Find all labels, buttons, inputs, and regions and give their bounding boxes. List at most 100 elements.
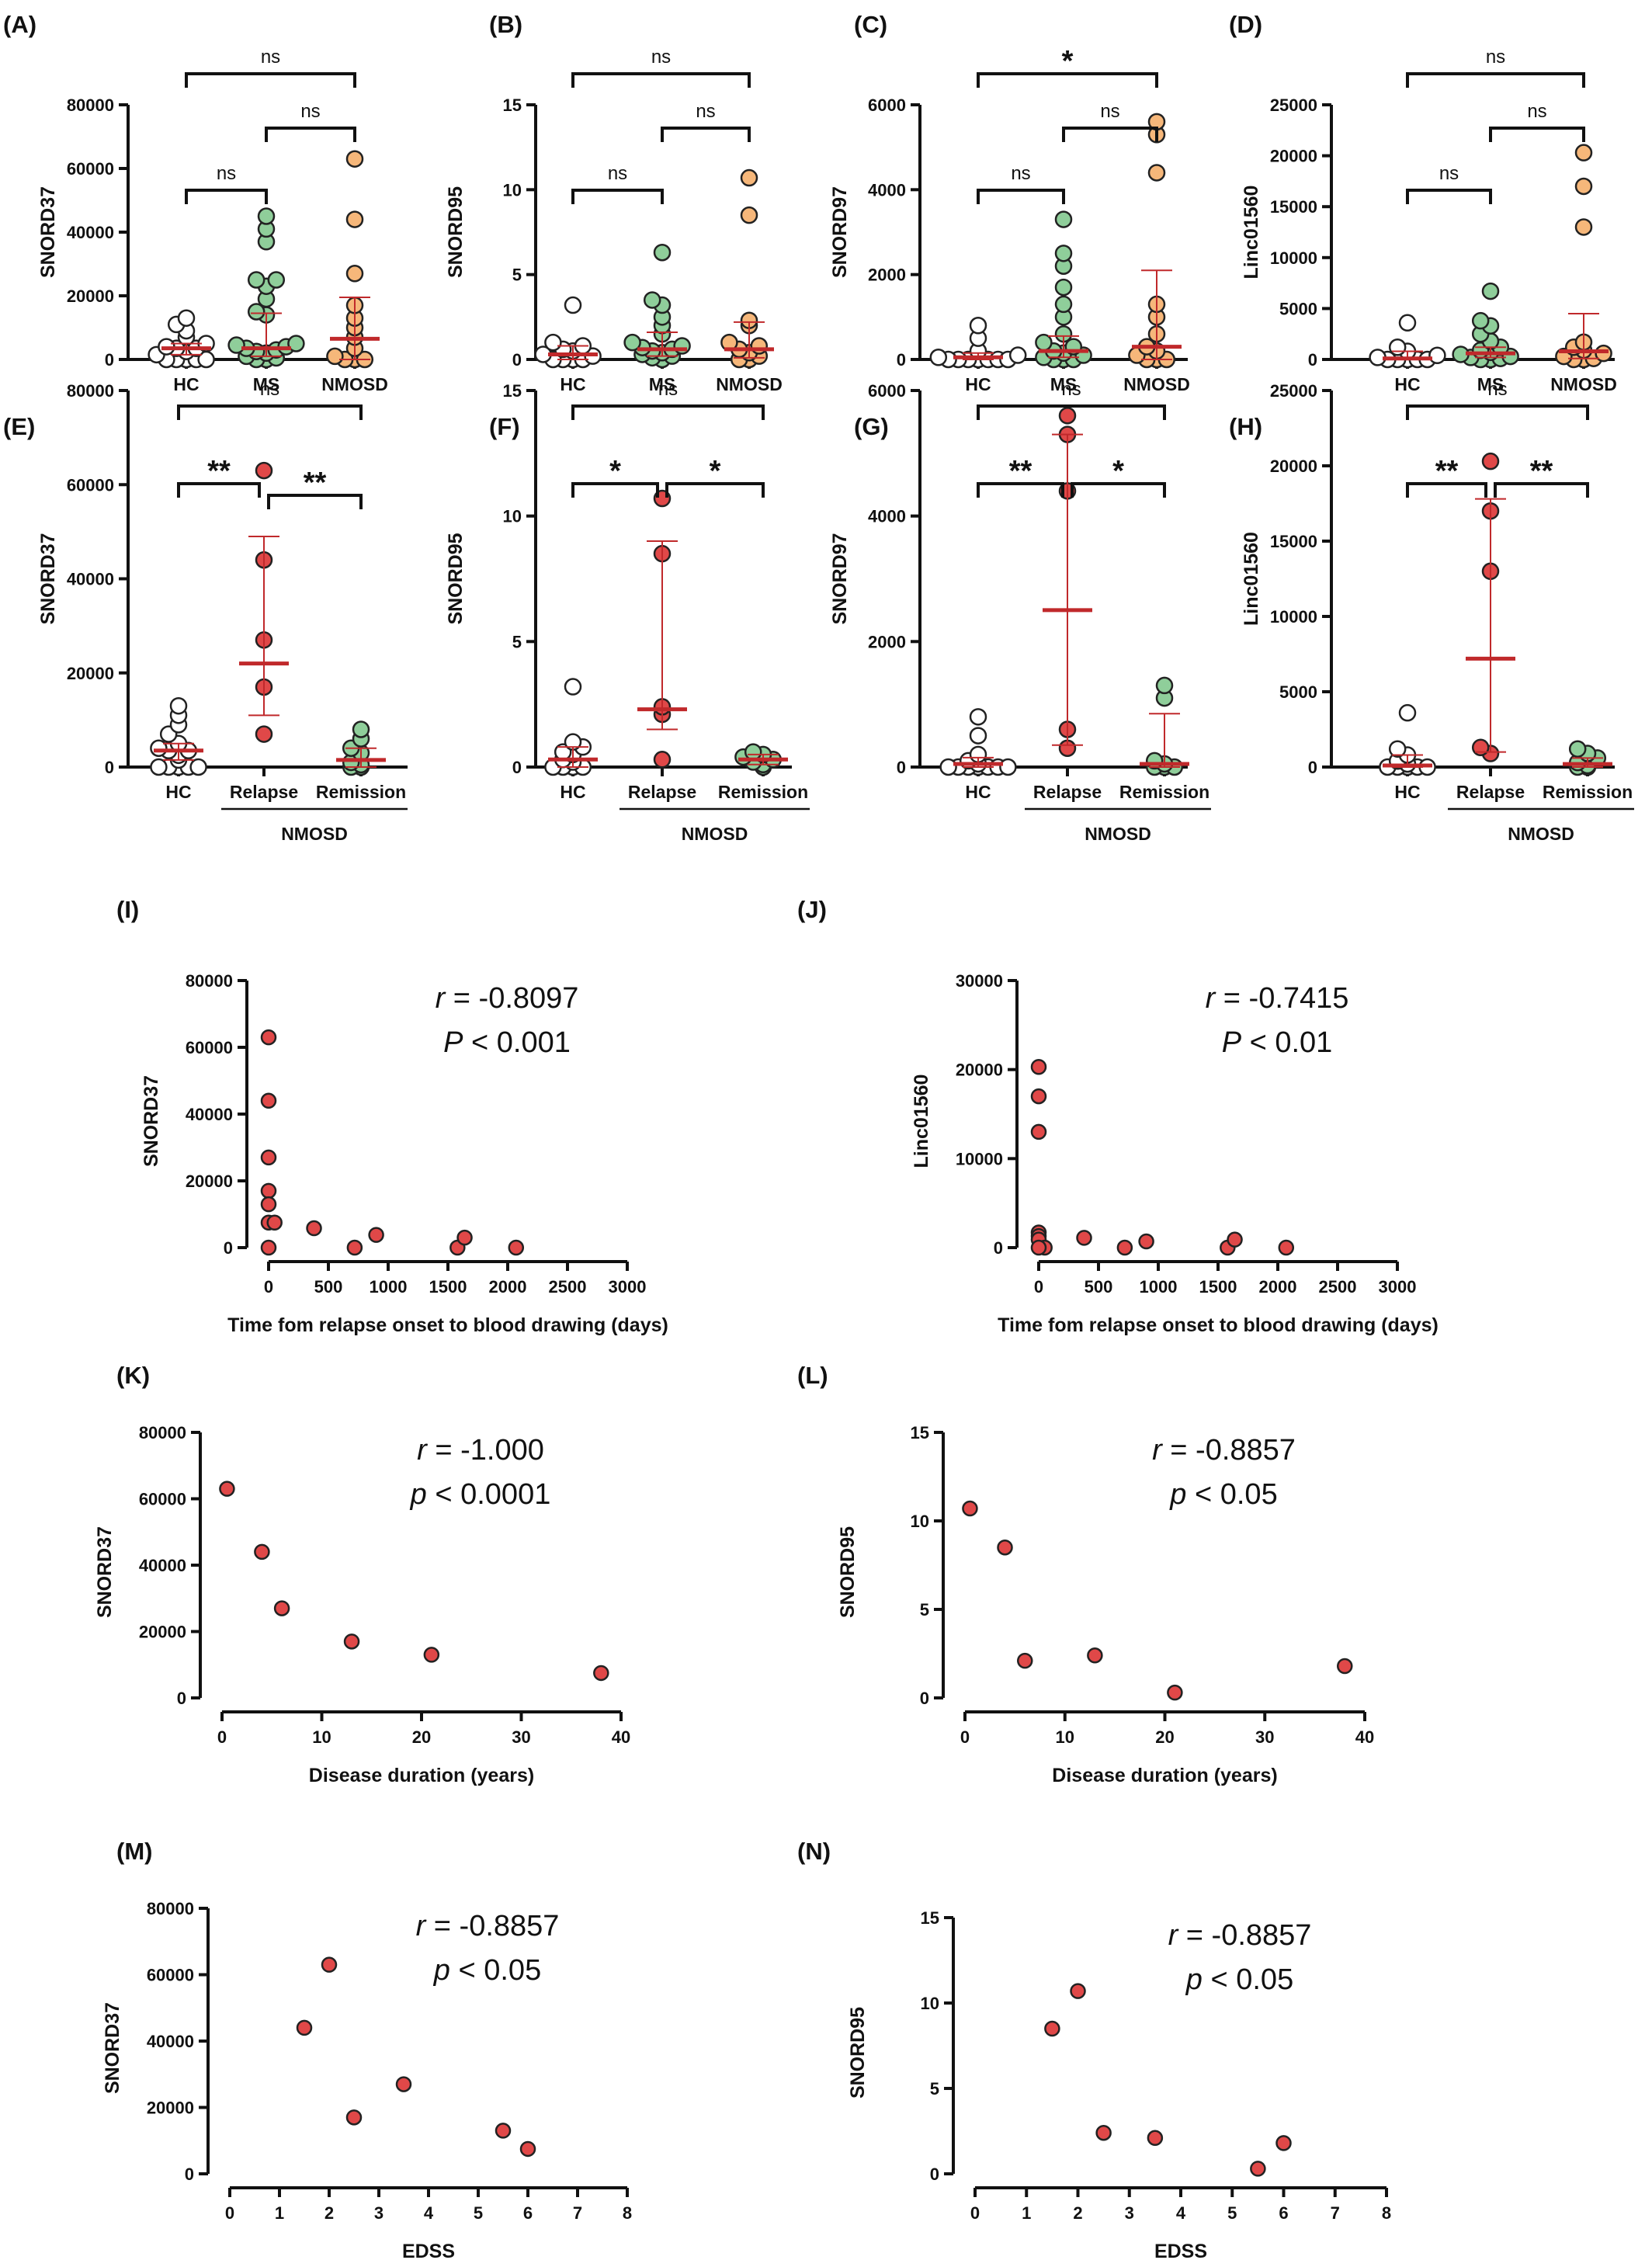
- data-point: [744, 743, 762, 761]
- x-tick-label: 3: [374, 2203, 384, 2223]
- panel-label: (A): [3, 11, 36, 38]
- correlation-r-symbol: r: [1152, 1434, 1163, 1467]
- x-tick-label: 7: [573, 2203, 582, 2223]
- data-point: [368, 1227, 384, 1243]
- correlation-p-value: < 0.05: [1203, 1963, 1293, 1996]
- x-tick-label: Relapse: [628, 782, 696, 802]
- data-point: [346, 1239, 363, 1256]
- x-tick-label: 40: [1355, 1727, 1374, 1747]
- group-label: NMOSD: [1085, 824, 1151, 844]
- x-tick-label: 0: [217, 1727, 227, 1747]
- y-axis-label: SNORD97: [829, 186, 851, 278]
- correlation-p: p < 0.05: [1169, 1478, 1277, 1511]
- x-tick-label: 10: [1056, 1727, 1074, 1747]
- correlation-p-symbol: P: [443, 1026, 463, 1059]
- panel-label: (I): [116, 896, 139, 923]
- data-point: [508, 1239, 525, 1256]
- x-tick-label: 2000: [489, 1277, 527, 1297]
- data-point: [1337, 1658, 1353, 1675]
- y-tick-label: 2000: [868, 632, 906, 651]
- data-point: [1076, 1230, 1092, 1246]
- data-point: [1147, 164, 1166, 182]
- panel-f: (F) 0 5 10 15 SNORD95 HC Relapse Remission NMOSD *…: [445, 379, 810, 844]
- significance-label: **: [1530, 455, 1553, 488]
- data-point: [1070, 1983, 1086, 1999]
- significance-bracket: [185, 72, 356, 88]
- y-tick-label: 6000: [868, 381, 906, 401]
- correlation-r: r = -0.8097: [436, 982, 579, 1015]
- data-point: [1481, 452, 1500, 470]
- data-point: [962, 1500, 978, 1517]
- y-axis-label: Linc01560: [911, 1074, 932, 1168]
- x-tick-label: HC: [560, 374, 585, 394]
- data-point: [1388, 740, 1407, 758]
- x-tick-label: NMOSD: [321, 374, 388, 394]
- significance-bracket: [1062, 127, 1158, 142]
- y-tick-label: 60000: [67, 475, 114, 495]
- x-tick-label: 4: [1176, 2203, 1186, 2223]
- data-point: [1278, 1239, 1295, 1256]
- significance-label: **: [304, 467, 327, 499]
- correlation-r: r = -1.000: [417, 1434, 544, 1467]
- panel-label: (H): [1229, 413, 1262, 440]
- panel-a: (A) 0 20000 40000 60000 80000 SNORD37 HC MS NMOSD…: [3, 11, 388, 394]
- y-tick-label: 5: [920, 1600, 929, 1619]
- data-point: [1250, 2161, 1266, 2177]
- y-tick-label: 0: [1308, 758, 1317, 777]
- correlation-p-symbol: p: [1185, 1963, 1203, 1996]
- x-tick-label: 3: [1125, 2203, 1134, 2223]
- y-tick-label: 10: [503, 507, 522, 526]
- x-tick-label: 500: [1085, 1277, 1113, 1297]
- significance-label: ns: [608, 163, 627, 184]
- significance-label: ns: [1100, 101, 1119, 122]
- data-point: [564, 678, 582, 696]
- data-point: [997, 1539, 1013, 1556]
- y-tick-label: 40000: [139, 1556, 186, 1575]
- x-tick-label: MS: [1050, 374, 1078, 394]
- correlation-r-symbol: r: [417, 1434, 428, 1467]
- correlation-r-symbol: r: [436, 982, 446, 1015]
- x-tick-label: Remission: [1543, 782, 1633, 802]
- correlation-p-value: < 0.0001: [427, 1478, 551, 1511]
- y-tick-label: 5000: [1279, 682, 1317, 702]
- y-tick-label: 5000: [1279, 299, 1317, 318]
- x-tick-label: 30: [1255, 1727, 1274, 1747]
- y-tick-label: 60000: [147, 1966, 194, 1985]
- significance-bracket: [1489, 127, 1585, 142]
- data-point: [1095, 2124, 1112, 2141]
- data-point: [266, 1214, 283, 1231]
- y-tick-label: 0: [994, 1238, 1003, 1258]
- x-tick-label: 0: [1034, 1277, 1043, 1297]
- y-tick-label: 15: [911, 1423, 929, 1442]
- y-axis-label: SNORD37: [37, 533, 59, 624]
- significance-bracket: [571, 189, 664, 204]
- data-point: [1054, 295, 1073, 314]
- significance-label: ns: [1486, 47, 1505, 68]
- data-point: [1568, 740, 1587, 758]
- panel-g: (G) 0 2000 4000 6000 SNORD97 HC Relapse Remissio…: [829, 379, 1211, 844]
- significance-label: *: [1112, 455, 1124, 488]
- data-point: [1008, 346, 1027, 364]
- x-tick-label: MS: [1477, 374, 1504, 394]
- data-point: [544, 333, 562, 352]
- group-label: NMOSD: [281, 824, 348, 844]
- data-point: [260, 1149, 277, 1166]
- panel-label: (J): [797, 896, 827, 923]
- panel-h: (H) 0 5000 10000 15000 20000 25000 Linc01560 HC R…: [1229, 379, 1634, 844]
- y-tick-label: 40000: [67, 570, 114, 589]
- y-tick-label: 40000: [147, 2032, 194, 2051]
- x-tick-label: MS: [253, 374, 280, 394]
- significance-bracket: [1406, 404, 1589, 420]
- data-point: [740, 168, 758, 187]
- data-point: [593, 1665, 609, 1682]
- correlation-r-value: = -0.8097: [445, 982, 578, 1015]
- correlation-r-symbol: r: [1206, 982, 1216, 1015]
- data-point: [1481, 282, 1500, 300]
- correlation-r-value: = -0.8857: [1178, 1919, 1311, 1952]
- x-tick-label: 6: [523, 2203, 533, 2223]
- x-axis-label: EDSS: [402, 2241, 455, 2260]
- y-tick-label: 0: [897, 350, 906, 370]
- x-tick-label: 8: [623, 2203, 632, 2223]
- correlation-r-symbol: r: [416, 1910, 427, 1942]
